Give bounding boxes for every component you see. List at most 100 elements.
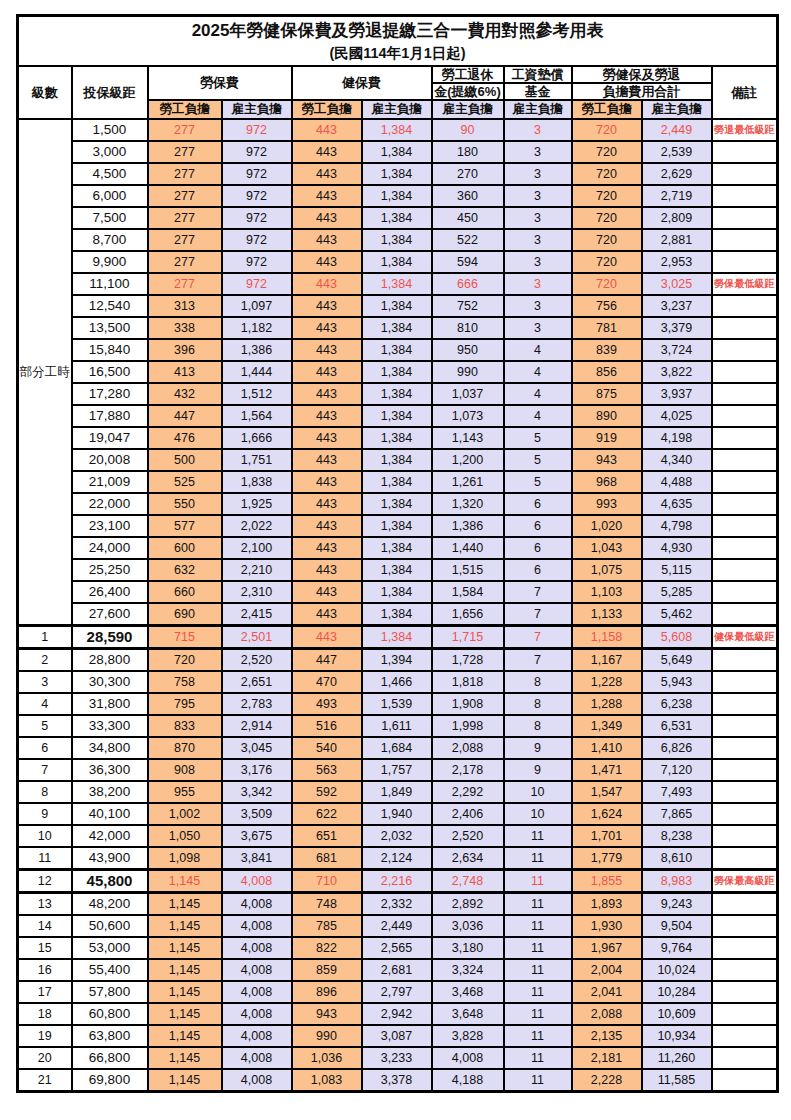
remark-cell — [712, 981, 778, 1003]
value-cell: 4,798 — [642, 515, 712, 537]
bracket-cell: 17,880 — [72, 405, 148, 427]
bracket-cell: 20,008 — [72, 449, 148, 471]
value-cell: 11 — [504, 847, 572, 870]
value-cell: 870 — [148, 737, 222, 759]
value-cell: 1,143 — [432, 427, 504, 449]
value-cell: 7 — [504, 581, 572, 603]
value-cell: 710 — [292, 869, 362, 892]
value-cell: 993 — [572, 493, 642, 515]
table-row: 11,1002779724431,38466637203,025勞保最低級距 — [18, 273, 778, 295]
remark-cell — [712, 229, 778, 251]
value-cell: 1,145 — [148, 892, 222, 915]
bracket-cell: 45,800 — [72, 869, 148, 892]
table-row: 838,2009553,3425921,8492,292101,5477,493 — [18, 781, 778, 803]
col-header-total-line2: 負擔費用合計 — [572, 83, 712, 100]
value-cell: 1,624 — [572, 803, 642, 825]
table-row: 25,2506322,2104431,3841,51561,0755,115 — [18, 559, 778, 581]
page-title: 2025年勞健保保費及勞退提繳三合一費用對照參考用表 — [19, 19, 776, 44]
value-cell: 1,384 — [362, 185, 432, 207]
value-cell: 2,124 — [362, 847, 432, 870]
value-cell: 563 — [292, 759, 362, 781]
value-cell: 2,088 — [432, 737, 504, 759]
level-cell: 18 — [18, 1003, 72, 1025]
value-cell: 4,008 — [222, 1003, 292, 1025]
value-cell: 577 — [148, 515, 222, 537]
value-cell: 1,050 — [148, 825, 222, 847]
bracket-cell: 27,600 — [72, 603, 148, 626]
value-cell: 2,914 — [222, 715, 292, 737]
value-cell: 11 — [504, 981, 572, 1003]
bracket-cell: 1,500 — [72, 119, 148, 141]
bracket-cell: 7,500 — [72, 207, 148, 229]
level-cell: 4 — [18, 693, 72, 715]
value-cell: 955 — [148, 781, 222, 803]
value-cell: 1,893 — [572, 892, 642, 915]
remark-cell — [712, 361, 778, 383]
value-cell: 4,198 — [642, 427, 712, 449]
value-cell: 622 — [292, 803, 362, 825]
value-cell: 6 — [504, 493, 572, 515]
value-cell: 11 — [504, 825, 572, 847]
value-cell: 2,501 — [222, 625, 292, 648]
remark-cell — [712, 847, 778, 870]
level-cell: 16 — [18, 959, 72, 981]
col-header-wage-fund-line1: 工資墊償 — [504, 66, 572, 83]
value-cell: 1,728 — [432, 648, 504, 671]
value-cell: 632 — [148, 559, 222, 581]
table-row: 1860,8001,1454,0089432,9423,648112,08810… — [18, 1003, 778, 1025]
value-cell: 11 — [504, 937, 572, 959]
value-cell: 5,115 — [642, 559, 712, 581]
value-cell: 1,261 — [432, 471, 504, 493]
value-cell: 2,041 — [572, 981, 642, 1003]
value-cell: 7,120 — [642, 759, 712, 781]
value-cell: 493 — [292, 693, 362, 715]
table-row: 4,5002779724431,38427037202,629 — [18, 163, 778, 185]
value-cell: 8,983 — [642, 869, 712, 892]
value-cell: 5 — [504, 471, 572, 493]
value-cell: 2,178 — [432, 759, 504, 781]
table-body: 部分工時1,5002779724431,3849037202,449勞退最低級距… — [18, 119, 778, 1092]
value-cell: 822 — [292, 937, 362, 959]
remark-cell — [712, 1025, 778, 1047]
remark-cell: 勞保最高級距 — [712, 869, 778, 892]
value-cell: 1,384 — [362, 207, 432, 229]
value-cell: 972 — [222, 141, 292, 163]
value-cell: 4,930 — [642, 537, 712, 559]
value-cell: 3,724 — [642, 339, 712, 361]
value-cell: 1,145 — [148, 915, 222, 937]
title-block: 2025年勞健保保費及勞退提繳三合一費用對照參考用表 (民國114年1月1日起) — [18, 16, 778, 66]
bracket-cell: 12,540 — [72, 295, 148, 317]
level-cell: 1 — [18, 625, 72, 648]
value-cell: 4,008 — [222, 892, 292, 915]
table-row: 128,5907152,5014431,3841,71571,1585,608健… — [18, 625, 778, 648]
value-cell: 270 — [432, 163, 504, 185]
value-cell: 3 — [504, 163, 572, 185]
bracket-cell: 66,800 — [72, 1047, 148, 1069]
value-cell: 443 — [292, 603, 362, 626]
value-cell: 1,940 — [362, 803, 432, 825]
value-cell: 277 — [148, 163, 222, 185]
bracket-cell: 17,280 — [72, 383, 148, 405]
col-header-level: 級數 — [18, 66, 72, 119]
value-cell: 11 — [504, 869, 572, 892]
value-cell: 443 — [292, 581, 362, 603]
value-cell: 1,384 — [362, 251, 432, 273]
table-row: 26,4006602,3104431,3841,58471,1035,285 — [18, 581, 778, 603]
value-cell: 4,635 — [642, 493, 712, 515]
value-cell: 540 — [292, 737, 362, 759]
value-cell: 5,649 — [642, 648, 712, 671]
value-cell: 10,284 — [642, 981, 712, 1003]
value-cell: 1,288 — [572, 693, 642, 715]
table-row: 27,6006902,4154431,3841,65671,1335,462 — [18, 603, 778, 626]
value-cell: 6 — [504, 537, 572, 559]
title-row: 2025年勞健保保費及勞退提繳三合一費用對照參考用表 (民國114年1月1日起) — [18, 16, 778, 66]
value-cell: 720 — [572, 251, 642, 273]
level-cell: 14 — [18, 915, 72, 937]
value-cell: 2,406 — [432, 803, 504, 825]
value-cell: 5 — [504, 427, 572, 449]
value-cell: 2,797 — [362, 981, 432, 1003]
value-cell: 1,133 — [572, 603, 642, 626]
bracket-cell: 43,900 — [72, 847, 148, 870]
value-cell: 443 — [292, 229, 362, 251]
value-cell: 1,384 — [362, 317, 432, 339]
